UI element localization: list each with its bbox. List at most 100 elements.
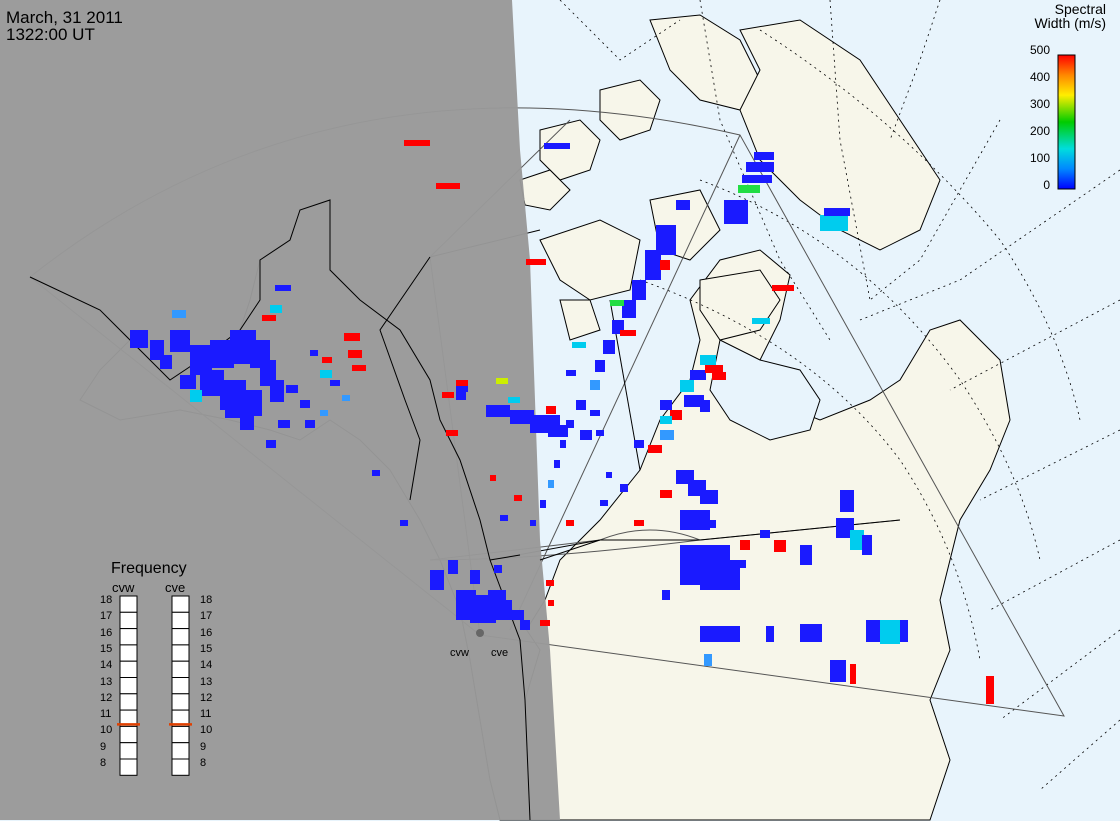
radar-cell (180, 375, 196, 389)
frequency-box (171, 758, 190, 776)
radar-cell (456, 380, 468, 386)
radar-cell (436, 183, 460, 189)
frequency-scale-left: 9 (100, 740, 107, 753)
radar-cell (700, 400, 710, 412)
frequency-scale-right: 9 (200, 740, 207, 753)
radar-cell (456, 392, 466, 400)
frequency-box (119, 611, 138, 630)
radar-cell (836, 518, 854, 538)
radar-cell (322, 357, 332, 363)
radar-cell (514, 495, 522, 501)
radar-cell (494, 565, 502, 573)
radar-cell (510, 610, 524, 620)
radar-cell (430, 570, 444, 590)
radar-cell (190, 390, 202, 402)
radar-cell (496, 378, 508, 384)
radar-cell (590, 380, 600, 390)
radar-cell (580, 430, 592, 440)
radar-cell (736, 560, 746, 568)
radar-cell (576, 400, 586, 410)
radar-cell (840, 490, 854, 512)
frequency-scale-left: 13 (100, 675, 113, 688)
frequency-scale-right: 16 (200, 626, 213, 639)
radar-cell (684, 395, 704, 407)
radar-cell (572, 342, 586, 348)
radar-cell (286, 385, 298, 393)
frequency-box (119, 742, 138, 760)
frequency-scale-left: 8 (100, 757, 107, 769)
colorbar-tick-500: 500 (1029, 43, 1050, 57)
radar-cell (190, 345, 212, 375)
colorbar-title-line2: Width (m/s) (1034, 15, 1106, 31)
radar-cell (566, 520, 574, 526)
frequency-box (171, 595, 190, 613)
frequency-box (171, 611, 190, 630)
radar-cell (622, 300, 636, 318)
radar-cell (645, 250, 661, 280)
radar-cell (700, 490, 718, 504)
radar-cell (240, 390, 262, 416)
radar-cell (620, 484, 628, 492)
radar-cell (772, 285, 794, 291)
radar-cell (548, 600, 554, 606)
radar-cell (544, 143, 570, 149)
frequency-scale-left: 17 (100, 610, 113, 623)
radar-cell (724, 200, 748, 224)
radar-cell (700, 560, 740, 590)
radar-cell (266, 440, 276, 448)
radar-cell (372, 470, 380, 476)
radar-cell (348, 350, 362, 358)
radar-cells (130, 140, 994, 704)
frequency-box (171, 677, 190, 695)
radar-cell (800, 624, 822, 642)
frequency-box (171, 693, 190, 711)
frequency-box (119, 725, 138, 744)
colorbar-tick-200: 200 (1029, 124, 1050, 138)
frequency-scale-left: 18 (100, 594, 113, 606)
radar-cell (554, 460, 560, 468)
radar-cell (275, 285, 291, 291)
frequency-scale-left: 11 (100, 708, 112, 721)
radar-cell (530, 520, 536, 526)
radar-cell (660, 430, 674, 440)
radar-cell (662, 590, 670, 600)
radar-cell (300, 400, 310, 408)
frequency-scale-right: 10 (200, 724, 213, 737)
radar-cell (648, 445, 662, 453)
radar-cell (310, 350, 318, 356)
frequency-radar-cve: cve (165, 580, 186, 595)
radar-cell (160, 355, 172, 369)
colorbar-tick-100: 100 (1029, 151, 1050, 165)
radar-cell (260, 360, 276, 386)
radar-cell (470, 570, 480, 584)
radar-label-cve: cve (491, 647, 509, 659)
radar-cell (456, 386, 468, 392)
time-label: 1322:00 UT (6, 25, 95, 44)
radar-cell (240, 410, 254, 430)
frequency-box (119, 677, 138, 695)
radar-cell (740, 540, 750, 550)
frequency-box (171, 660, 190, 679)
radar-cell (270, 305, 282, 313)
radar-cell (510, 410, 534, 424)
radar-cell (634, 520, 644, 526)
radar-cell (600, 500, 608, 506)
radar-cell (850, 530, 864, 550)
radar-cell (700, 626, 740, 642)
radar-cell (448, 560, 458, 574)
radar-cell (520, 620, 530, 630)
frequency-scale-right: 14 (200, 659, 213, 672)
frequency-scale-right: 18 (200, 594, 213, 606)
radar-cell (566, 370, 576, 376)
radar-cell (800, 545, 812, 565)
frequency-box (171, 742, 190, 760)
colorbar-gradient (1057, 54, 1076, 190)
radar-cell (700, 355, 716, 365)
hudson-bay (709, 339, 821, 441)
radar-cell (225, 400, 243, 418)
radar-cell (446, 430, 458, 436)
radar-cell (660, 260, 670, 270)
radar-cell (330, 380, 340, 386)
frequency-scale-right: 12 (200, 691, 213, 704)
